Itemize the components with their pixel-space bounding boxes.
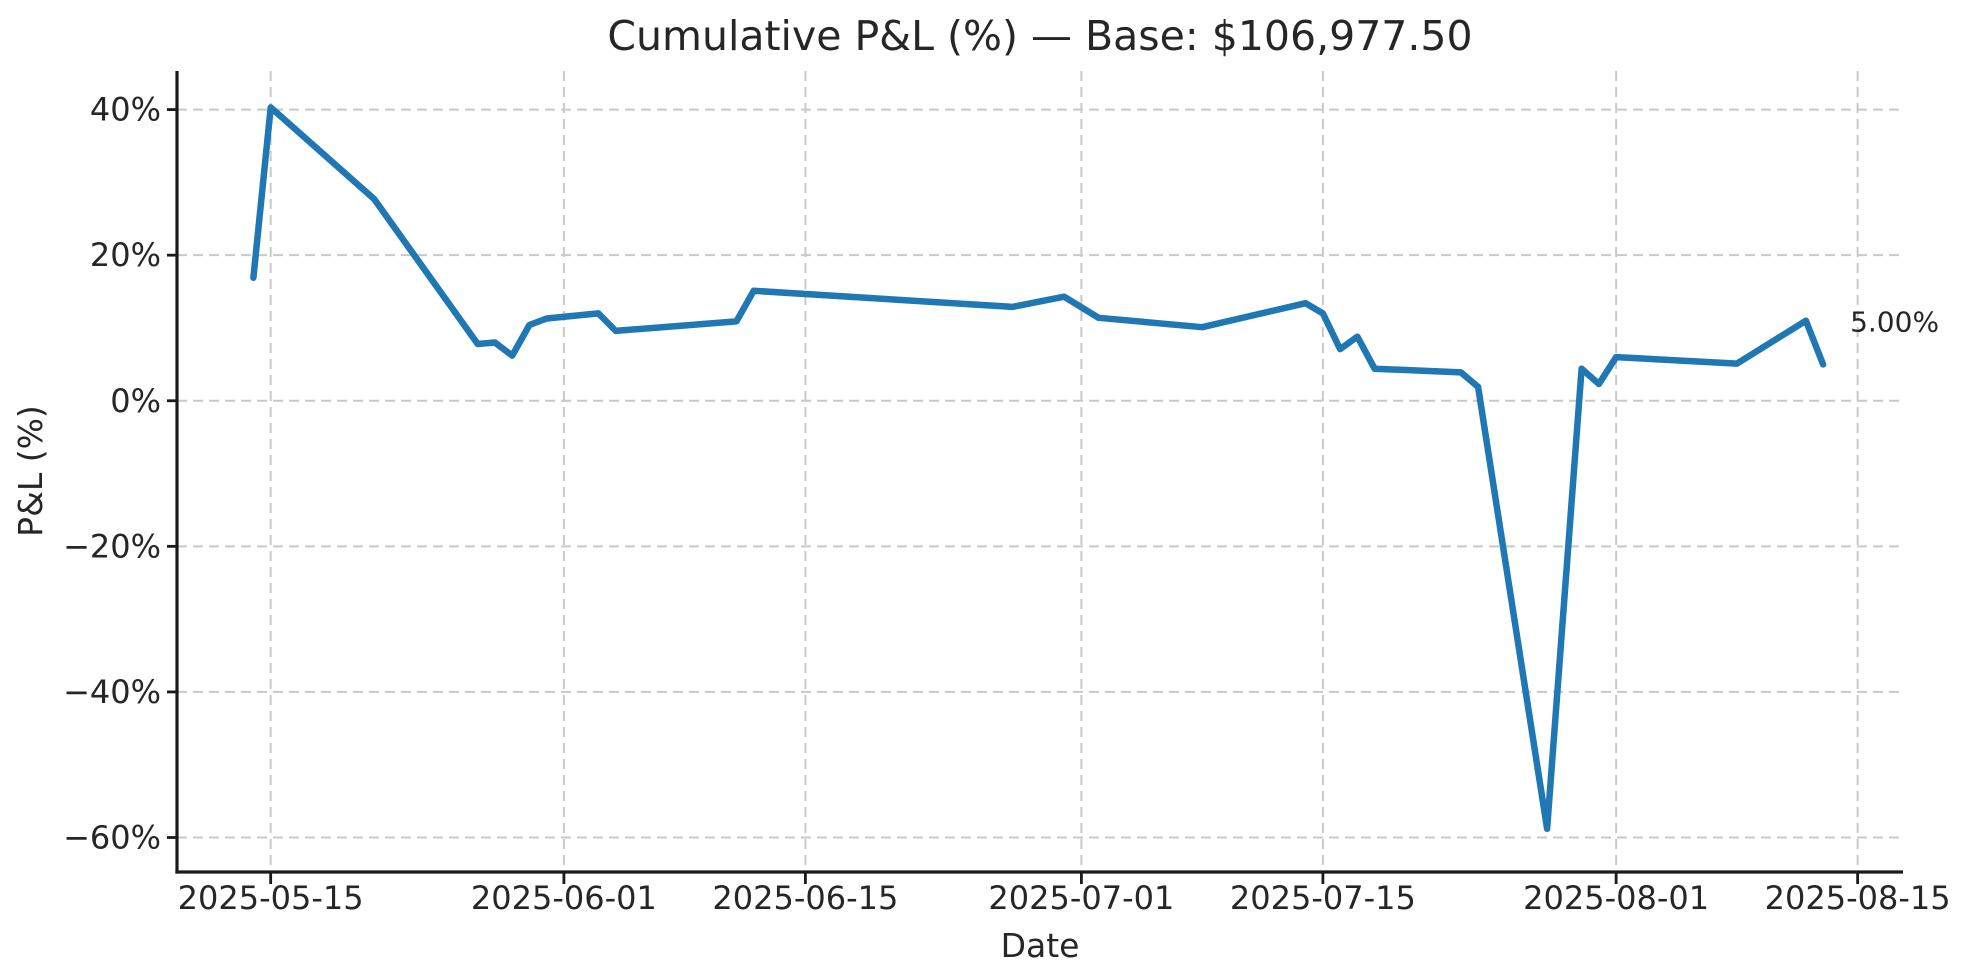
y-tick-label: 0% [110,382,161,420]
y-tick-label: 20% [90,236,161,274]
tick-labels-layer: 2025-05-15 2025-06-01 2025-06-15 2025-07-01… [63,91,1951,917]
y-axis-label: P&L (%) [11,405,50,537]
series-layer [250,104,1827,833]
x-tick-label: 2025-08-15 [1765,879,1951,917]
y-tick-label: −20% [63,527,161,565]
x-axis-label: Date [1001,926,1080,965]
y-tick-label: −60% [63,819,161,857]
x-tick-label: 2025-07-01 [988,879,1174,917]
last-value-annotation: 5.00% [1850,305,1939,338]
gridlines-layer [177,71,1903,871]
pnl-series-line [250,104,1827,833]
x-tick-label: 2025-07-15 [1230,879,1416,917]
x-tick-label: 2025-05-15 [178,879,364,917]
x-tick-label: 2025-06-01 [471,879,657,917]
chart-title: Cumulative P&L (%) — Base: $106,977.50 [607,12,1472,60]
y-tick-label: −40% [63,673,161,711]
y-tick-label: 40% [90,91,161,129]
x-tick-label: 2025-08-01 [1523,879,1709,917]
axes-layer [167,71,1903,884]
x-tick-label: 2025-06-15 [712,879,898,917]
